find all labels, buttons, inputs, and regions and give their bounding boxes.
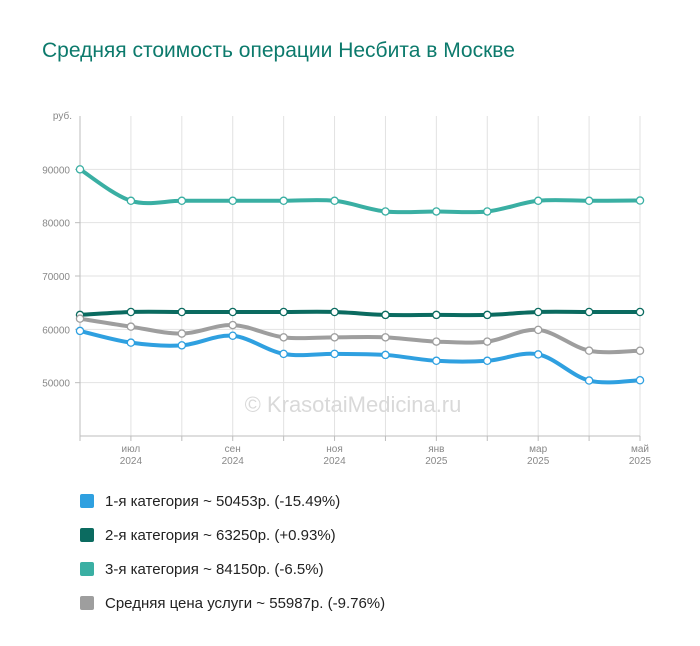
data-point-cat2[interactable]	[635, 307, 645, 317]
y-tick-label: 60000	[42, 325, 70, 336]
series-line-cat2	[78, 309, 642, 318]
series-lines	[78, 167, 642, 385]
legend-item[interactable]: 2-я категория ~ 63250р. (+0.93%)	[80, 518, 385, 552]
data-point-cat3[interactable]	[228, 196, 237, 206]
data-point-cat3[interactable]	[279, 196, 288, 206]
legend-swatch	[80, 528, 94, 542]
legend-label: 3-я категория ~ 84150р. (-6.5%)	[105, 560, 324, 578]
data-point-cat1[interactable]	[381, 350, 390, 360]
data-point-avg[interactable]	[635, 346, 645, 355]
data-point-cat3[interactable]	[75, 165, 85, 174]
data-point-cat3[interactable]	[584, 196, 594, 206]
data-point-cat3[interactable]	[432, 207, 441, 216]
data-point-cat2[interactable]	[432, 310, 441, 320]
data-point-avg[interactable]	[126, 322, 136, 331]
x-tick-label-month: янв	[428, 444, 444, 455]
data-point-cat3[interactable]	[177, 196, 187, 206]
grid-lines	[79, 116, 641, 436]
data-point-cat3[interactable]	[533, 196, 543, 206]
data-point-avg[interactable]	[330, 333, 339, 342]
legend-swatch	[80, 494, 94, 508]
legend-label: Средняя цена услуги ~ 55987р. (-9.76%)	[105, 594, 386, 612]
data-point-cat3[interactable]	[483, 207, 492, 216]
data-point-cat2[interactable]	[584, 307, 594, 317]
y-tick-label: 90000	[42, 165, 70, 176]
data-point-cat2[interactable]	[483, 310, 492, 320]
x-tick-label-year: 2025	[527, 456, 550, 467]
data-point-cat3[interactable]	[330, 196, 339, 206]
x-tick-labels: июл2024сен2024ноя2024янв2025мар2025май20…	[120, 444, 652, 467]
series-line-cat3	[78, 167, 642, 215]
data-point-cat3[interactable]	[635, 196, 645, 205]
data-point-cat2[interactable]	[279, 307, 288, 317]
data-point-cat1[interactable]	[432, 356, 441, 366]
data-point-avg[interactable]	[381, 333, 390, 342]
data-point-avg[interactable]	[228, 320, 237, 330]
data-point-cat1[interactable]	[584, 376, 594, 385]
data-point-avg[interactable]	[432, 337, 441, 346]
x-tick-label-month: сен	[225, 444, 241, 455]
series-line-avg	[78, 316, 642, 355]
y-tick-label: 50000	[42, 379, 70, 390]
x-tick-label-month: мар	[529, 444, 547, 455]
data-point-cat1[interactable]	[483, 356, 492, 366]
legend-item[interactable]: Средняя цена услуги ~ 55987р. (-9.76%)	[80, 586, 385, 620]
data-point-avg[interactable]	[177, 329, 187, 338]
data-point-cat1[interactable]	[330, 349, 339, 359]
y-axis-unit-label: руб.	[53, 110, 72, 122]
x-tick-label-year: 2024	[120, 456, 143, 467]
x-tick-label-year: 2025	[629, 456, 652, 467]
data-point-cat3[interactable]	[381, 207, 390, 216]
data-point-cat2[interactable]	[330, 307, 339, 317]
x-tick-label-month: ноя	[326, 444, 343, 455]
legend-label: 1-я категория ~ 50453р. (-15.49%)	[105, 492, 341, 510]
data-point-avg[interactable]	[533, 325, 543, 335]
data-point-cat2[interactable]	[228, 307, 237, 317]
data-point-avg[interactable]	[279, 333, 288, 342]
x-tick-label-month: май	[631, 444, 649, 455]
legend-swatch	[80, 562, 94, 576]
legend-swatch	[80, 596, 94, 610]
y-tick-labels: 50000 60000 70000 80000 90000	[42, 165, 70, 389]
legend-item[interactable]: 1-я категория ~ 50453р. (-15.49%)	[80, 484, 385, 518]
data-point-cat2[interactable]	[177, 307, 187, 317]
y-tick-label: 80000	[42, 219, 70, 230]
chart-title: Средняя стоимость операции Несбита в Мос…	[42, 39, 515, 62]
x-tick-label-year: 2024	[323, 456, 346, 467]
legend-label: 2-я категория ~ 63250р. (+0.93%)	[105, 526, 336, 544]
data-point-cat1[interactable]	[126, 338, 136, 347]
series-line-cat1	[78, 328, 642, 385]
data-point-cat2[interactable]	[126, 307, 136, 317]
data-point-cat1[interactable]	[279, 349, 288, 359]
data-point-cat1[interactable]	[533, 350, 543, 359]
watermark: © KrasotaiMedicina.ru	[245, 392, 462, 417]
series-points	[75, 165, 645, 385]
data-point-cat1[interactable]	[635, 376, 645, 385]
x-tick-label-year: 2025	[425, 456, 448, 467]
legend-item[interactable]: 3-я категория ~ 84150р. (-6.5%)	[80, 552, 385, 586]
data-point-cat1[interactable]	[177, 341, 187, 350]
data-point-cat2[interactable]	[381, 310, 390, 320]
legend: 1-я категория ~ 50453р. (-15.49%) 2-я кат…	[80, 484, 385, 620]
data-point-avg[interactable]	[75, 314, 85, 323]
data-point-cat1[interactable]	[228, 331, 237, 340]
data-point-avg[interactable]	[483, 337, 492, 346]
data-point-cat2[interactable]	[533, 307, 543, 317]
y-tick-label: 70000	[42, 272, 70, 283]
data-point-cat3[interactable]	[126, 196, 136, 206]
x-tick-label-month: июл	[122, 444, 141, 455]
data-point-cat1[interactable]	[75, 326, 85, 336]
x-tick-label-year: 2024	[222, 456, 245, 467]
data-point-avg[interactable]	[584, 346, 594, 355]
